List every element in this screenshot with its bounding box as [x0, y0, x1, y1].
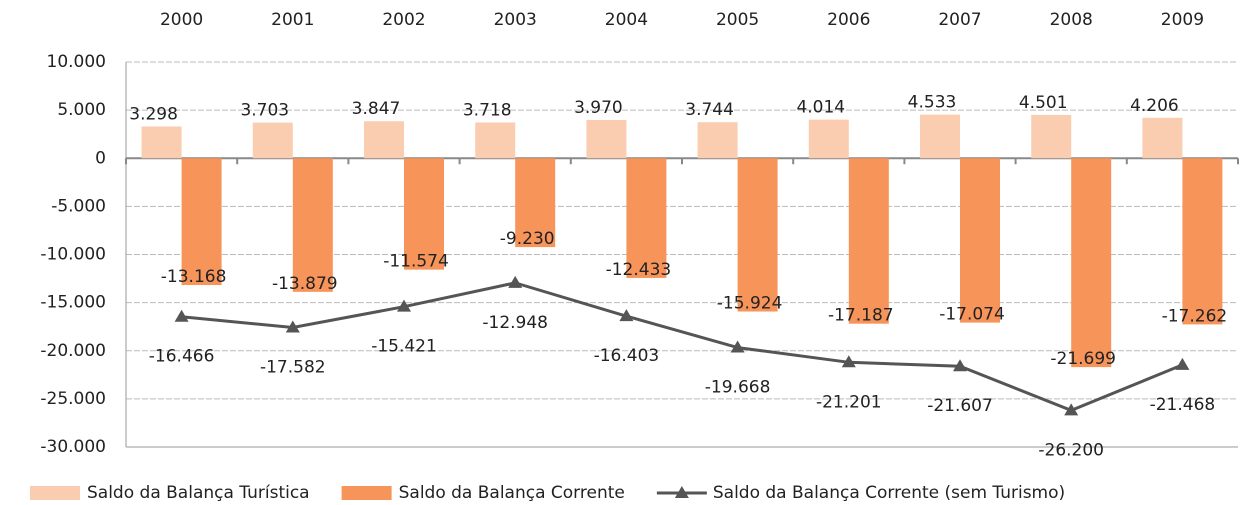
data-label: 3.744 [685, 100, 734, 120]
x-tick-label: 2001 [271, 10, 314, 30]
line-marker [953, 359, 967, 372]
data-label: -21.607 [927, 396, 993, 416]
bar [586, 120, 627, 159]
x-tick-label: 2006 [827, 10, 870, 30]
data-label: -17.074 [939, 305, 1005, 325]
line-marker [1064, 403, 1079, 416]
data-label: -21.201 [816, 392, 882, 412]
data-label: 3.718 [463, 100, 512, 120]
data-label: 4.533 [908, 93, 957, 113]
bar [626, 158, 667, 278]
data-label: 3.703 [240, 101, 289, 121]
bar [475, 122, 516, 159]
x-tick-label: 2005 [716, 10, 759, 30]
data-label: -17.262 [1162, 306, 1228, 326]
line [181, 281, 1183, 413]
data-label: 3.847 [352, 99, 401, 119]
bar [1071, 158, 1112, 368]
bar [848, 158, 889, 324]
x-tick-label: 2002 [382, 10, 425, 30]
y-tick-label: -30.000 [40, 437, 106, 457]
x-tick-label: 2007 [938, 10, 981, 30]
data-label: -13.879 [272, 274, 338, 294]
x-tick-label: 2008 [1050, 10, 1093, 30]
legend-label: Saldo da Balança Corrente [399, 483, 625, 503]
y-tick-label: 5.000 [57, 100, 106, 120]
bar [141, 126, 182, 159]
x-tick-label: 2004 [605, 10, 648, 30]
y-tick-label: -5.000 [51, 196, 106, 216]
bar [697, 122, 738, 159]
bar [252, 122, 293, 159]
line-marker [285, 320, 300, 333]
data-label: -11.574 [383, 252, 449, 272]
bar [404, 158, 444, 270]
line-marker [619, 309, 634, 322]
legend-label: Saldo da Balança Turística [87, 483, 310, 503]
data-label: -21.468 [1150, 395, 1216, 415]
legend-swatch [341, 486, 392, 500]
y-tick-label: 0 [95, 148, 106, 168]
bar [515, 158, 556, 248]
data-label: -16.403 [594, 346, 660, 366]
line-marker [1175, 357, 1190, 370]
data-label: -17.187 [828, 306, 894, 326]
data-label: -19.668 [705, 378, 771, 398]
data-label: -15.924 [717, 294, 783, 314]
data-label: -12.433 [606, 260, 672, 280]
y-tick-label: 10.000 [47, 52, 106, 72]
bar [292, 158, 333, 292]
data-label: 4.501 [1019, 93, 1068, 113]
bar [1031, 114, 1072, 159]
line-marker [397, 299, 411, 312]
data-label: -21.699 [1050, 349, 1116, 369]
legend-swatch [674, 486, 689, 498]
data-label: -9.230 [500, 229, 555, 249]
line-marker [730, 340, 745, 353]
legend-label: Saldo da Balança Corrente (sem Turismo) [713, 483, 1065, 503]
data-label: -12.948 [482, 313, 548, 333]
data-label: 3.970 [574, 98, 623, 118]
x-tick-label: 2009 [1161, 10, 1204, 30]
y-tick-label: -15.000 [40, 293, 106, 313]
data-label: 4.206 [1130, 96, 1179, 116]
y-tick-label: -10.000 [40, 245, 106, 265]
line-marker [841, 355, 856, 368]
bar [1182, 158, 1223, 325]
y-tick-label: -20.000 [40, 341, 106, 361]
legend-swatch [30, 486, 80, 500]
line-marker [174, 309, 189, 322]
data-label: -26.200 [1038, 440, 1104, 460]
bar [1142, 117, 1183, 159]
bar [960, 158, 1000, 323]
data-label: -16.466 [149, 347, 215, 367]
data-label: 3.298 [129, 105, 178, 125]
bar [181, 158, 222, 285]
data-label: 4.014 [796, 98, 845, 118]
bar [920, 114, 960, 159]
data-label: -17.582 [260, 357, 326, 377]
data-label: -13.168 [161, 267, 227, 287]
data-label: -15.421 [371, 337, 437, 357]
y-tick-label: -25.000 [40, 389, 106, 409]
x-tick-label: 2003 [494, 10, 537, 30]
bar [364, 121, 404, 159]
x-tick-label: 2000 [160, 10, 203, 30]
line-marker [508, 275, 523, 288]
bar [737, 158, 778, 312]
bar [808, 119, 849, 159]
